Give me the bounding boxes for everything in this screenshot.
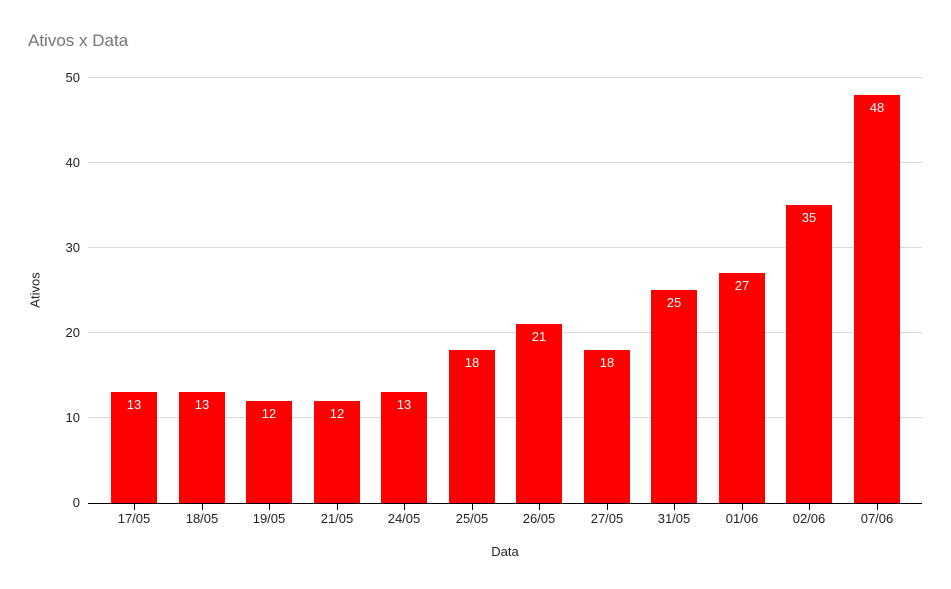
y-tick-label: 50 — [65, 70, 80, 85]
gridline — [88, 247, 922, 248]
gridline — [88, 417, 922, 418]
y-tick-label: 10 — [65, 410, 80, 425]
x-tick-mark — [269, 504, 270, 510]
bar: 35 — [786, 205, 832, 503]
x-tick-label: 01/06 — [725, 511, 759, 526]
y-tick-label: 20 — [65, 325, 80, 340]
bar: 27 — [719, 273, 765, 503]
x-tick-label: 27/05 — [590, 511, 624, 526]
bar-value-label: 12 — [261, 406, 277, 421]
plot-area: 13 13 12 12 13 18 21 18 25 27 35 48 — [88, 77, 922, 504]
x-tick-mark — [742, 504, 743, 510]
bar: 21 — [516, 324, 562, 503]
bar-value-label: 13 — [396, 397, 412, 412]
x-tick-mark — [134, 504, 135, 510]
bar: 18 — [449, 350, 495, 503]
bar-value-label: 48 — [869, 100, 885, 115]
bar: 12 — [314, 401, 360, 503]
x-tick-mark — [539, 504, 540, 510]
x-tick-mark — [202, 504, 203, 510]
x-tick-label: 25/05 — [455, 511, 489, 526]
x-tick-label: 21/05 — [320, 511, 354, 526]
x-tick-label: 02/06 — [792, 511, 826, 526]
bar-value-label: 13 — [126, 397, 142, 412]
bar: 25 — [651, 290, 697, 503]
bar-value-label: 21 — [531, 329, 547, 344]
bar-value-label: 35 — [801, 210, 817, 225]
bar-value-label: 25 — [666, 295, 682, 310]
x-tick-mark — [337, 504, 338, 510]
x-tick-label: 26/05 — [522, 511, 556, 526]
bar: 13 — [381, 392, 427, 503]
gridline — [88, 332, 922, 333]
y-tick-label: 30 — [65, 240, 80, 255]
gridline — [88, 77, 922, 78]
x-tick-mark — [472, 504, 473, 510]
bar-value-label: 27 — [734, 278, 750, 293]
x-tick-label: 19/05 — [252, 511, 286, 526]
x-tick-mark — [404, 504, 405, 510]
x-tick-label: 18/05 — [185, 511, 219, 526]
bar: 48 — [854, 95, 900, 503]
bar: 18 — [584, 350, 630, 503]
x-tick-mark — [809, 504, 810, 510]
gridline — [88, 162, 922, 163]
y-axis-title: Ativos — [27, 272, 43, 308]
x-tick-label: 24/05 — [387, 511, 421, 526]
bar: 13 — [179, 392, 225, 503]
bar-value-label: 13 — [194, 397, 210, 412]
bar-value-label: 12 — [329, 406, 345, 421]
x-tick-label: 07/06 — [860, 511, 894, 526]
bar: 13 — [111, 392, 157, 503]
y-tick-label: 40 — [65, 155, 80, 170]
x-tick-label: 31/05 — [657, 511, 691, 526]
bar-value-label: 18 — [464, 355, 480, 370]
x-axis-title: Data — [491, 544, 519, 559]
chart-title: Ativos x Data — [28, 31, 129, 50]
bar: 12 — [246, 401, 292, 503]
y-tick-label: 0 — [72, 495, 80, 510]
x-tick-mark — [607, 504, 608, 510]
bar-value-label: 18 — [599, 355, 615, 370]
x-tick-mark — [877, 504, 878, 510]
x-tick-mark — [674, 504, 675, 510]
x-tick-label: 17/05 — [117, 511, 151, 526]
